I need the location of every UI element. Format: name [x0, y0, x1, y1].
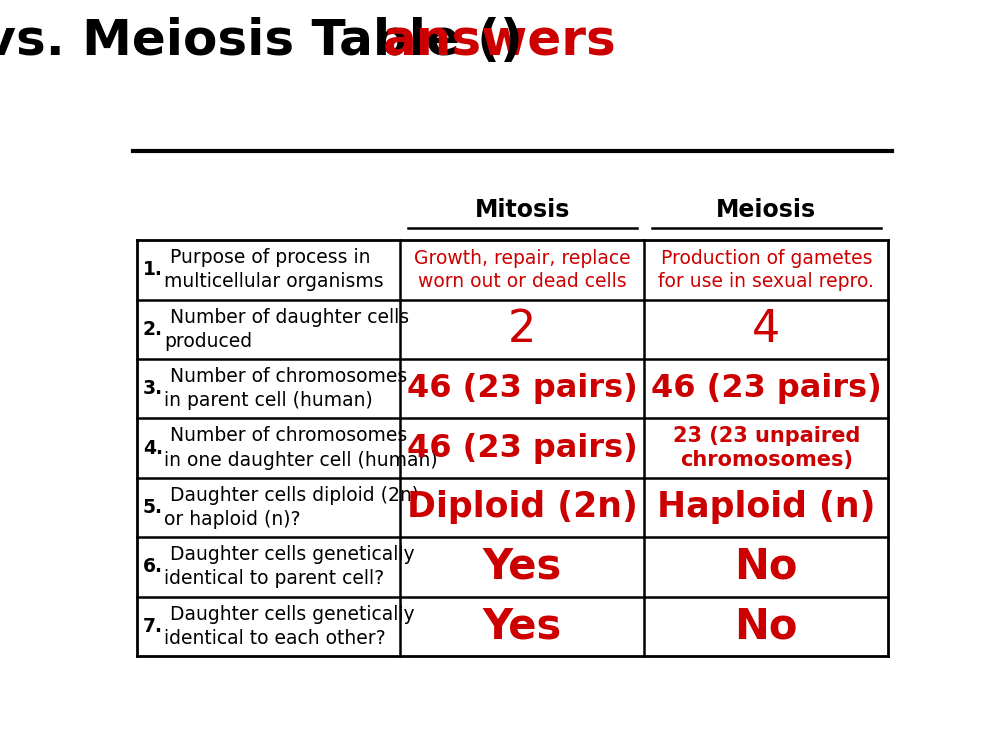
Text: 6.: 6. — [143, 557, 163, 576]
Text: 5.: 5. — [143, 498, 163, 517]
Text: 46 (23 pairs): 46 (23 pairs) — [407, 374, 638, 404]
Text: Growth, repair, replace
worn out or dead cells: Growth, repair, replace worn out or dead… — [414, 249, 631, 291]
Text: Number of chromosomes
in parent cell (human): Number of chromosomes in parent cell (hu… — [164, 367, 407, 410]
Text: 2.: 2. — [143, 320, 163, 339]
Text: Haploid (n): Haploid (n) — [657, 490, 876, 524]
Text: 2: 2 — [508, 308, 536, 351]
Text: Daughter cells genetically
identical to each other?: Daughter cells genetically identical to … — [164, 604, 414, 648]
Text: Mitosis: Mitosis — [475, 198, 570, 222]
Text: Daughter cells diploid (2n)
or haploid (n)?: Daughter cells diploid (2n) or haploid (… — [164, 486, 419, 529]
Text: Purpose of process in
multicellular organisms: Purpose of process in multicellular orga… — [164, 248, 383, 292]
Text: 23 (23 unpaired
chromosomes): 23 (23 unpaired chromosomes) — [673, 426, 860, 470]
Text: Number of daughter cells
produced: Number of daughter cells produced — [164, 308, 409, 351]
Text: No: No — [735, 546, 798, 588]
Text: Yes: Yes — [483, 605, 562, 647]
Text: Daughter cells genetically
identical to parent cell?: Daughter cells genetically identical to … — [164, 545, 414, 589]
Text: 1.: 1. — [143, 260, 163, 279]
Text: 7.: 7. — [143, 616, 163, 636]
Text: ): ) — [500, 17, 523, 65]
Text: 4.: 4. — [143, 439, 163, 458]
Text: 46 (23 pairs): 46 (23 pairs) — [651, 374, 882, 404]
Text: No: No — [735, 605, 798, 647]
Text: Number of chromosomes
in one daughter cell (human): Number of chromosomes in one daughter ce… — [164, 427, 437, 470]
Text: 3.: 3. — [143, 380, 163, 398]
Text: Mitosis vs. Meiosis Table (: Mitosis vs. Meiosis Table ( — [0, 17, 500, 65]
Text: Yes: Yes — [483, 546, 562, 588]
Text: 46 (23 pairs): 46 (23 pairs) — [407, 433, 638, 464]
Text: Diploid (2n): Diploid (2n) — [407, 490, 638, 524]
Text: Production of gametes
for use in sexual repro.: Production of gametes for use in sexual … — [658, 249, 874, 291]
Text: 4: 4 — [752, 308, 780, 351]
Text: answers: answers — [383, 17, 617, 65]
Text: Meiosis: Meiosis — [716, 198, 816, 222]
